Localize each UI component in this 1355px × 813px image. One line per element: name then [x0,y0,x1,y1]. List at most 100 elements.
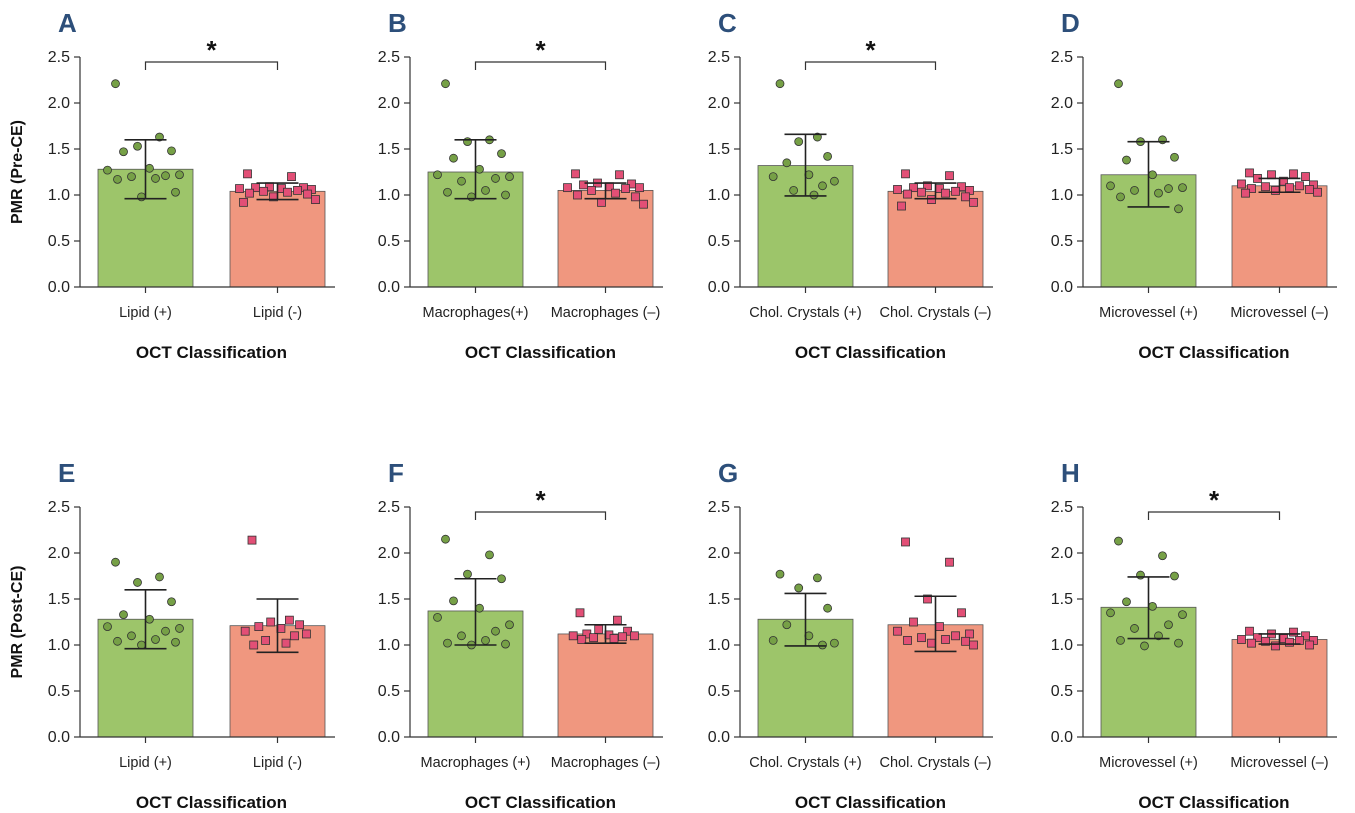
y-tick-label: 1.5 [1051,141,1073,158]
data-point-positive [485,550,494,560]
data-point-positive [175,170,184,180]
data-point-positive [1170,152,1179,162]
data-point-negative [249,640,259,650]
y-tick-label: 1.0 [708,187,730,204]
panel-letter: C [718,8,737,38]
y-axis-label: PMR (Post-CE) [9,566,26,679]
data-point-negative [945,171,954,181]
panel-letter: H [1061,458,1080,488]
y-tick-label: 1.0 [1051,637,1073,654]
data-point-negative [909,183,918,193]
bracket-line [804,61,937,70]
data-point-negative [1285,637,1294,647]
data-point-negative [575,608,585,618]
data-point-negative [1305,185,1314,194]
bar-negative [557,633,654,738]
data-point-positive [1154,188,1163,198]
data-point-positive [127,631,136,641]
data-point-negative [630,631,639,641]
data-point-negative [240,626,250,636]
data-point-positive [463,137,472,147]
data-point-negative [247,535,257,545]
data-point-negative [284,615,294,625]
data-point-negative [635,183,644,193]
data-point-positive [151,635,160,644]
data-point-positive [1158,135,1167,145]
category-label: Microvessel (–) [1230,305,1328,321]
data-point-positive [768,636,778,645]
data-point-negative [1247,184,1256,193]
data-point-positive [491,174,500,183]
y-tick-label: 2.0 [708,95,730,112]
data-point-positive [145,163,154,173]
bracket-line [474,511,607,520]
data-point-negative [1245,168,1254,178]
data-point-negative [613,615,622,625]
data-point-negative [917,187,926,197]
data-point-positive [467,192,476,202]
data-point-negative [923,594,932,604]
data-point-positive [133,578,142,587]
data-point-positive [449,596,458,606]
data-point-positive [775,79,785,89]
data-point-negative [1285,183,1294,193]
y-tick-label: 2.5 [1051,499,1073,516]
y-tick-label: 2.0 [48,545,70,562]
y-tick-label: 0.5 [378,683,400,700]
data-point-negative [611,188,620,198]
data-point-positive [501,190,510,200]
data-point-positive [497,574,506,584]
bracket-line [144,61,279,70]
data-point-negative [245,188,254,198]
data-point-negative [901,169,910,179]
data-point-negative [903,189,912,199]
y-tick-label: 0.0 [48,729,70,746]
category-label: Macrophages (–) [551,305,661,321]
data-point-positive [119,147,128,157]
x-axis-label: OCT Classification [1138,343,1289,362]
data-point-negative [301,629,311,639]
data-point-positive [137,640,146,650]
y-tick-label: 1.5 [1051,591,1073,608]
y-tick-label: 0.5 [708,683,730,700]
data-point-negative [1245,626,1254,636]
data-point-negative [965,629,974,639]
category-label: Chol. Crystals (–) [880,755,992,771]
data-point-positive [175,624,184,633]
data-point-negative [927,638,936,648]
y-tick-label: 2.5 [48,499,70,516]
data-point-negative [935,622,944,631]
data-point-positive [167,146,176,156]
category-label: Chol. Crystals (+) [749,305,861,321]
data-point-positive [113,636,122,646]
data-point-positive [501,639,510,649]
chart-panel-c: C 0.0 0.5 1.0 1.5 2.0 2.5 Chol. Crystals (+) Cho… [708,8,993,362]
data-point-negative [254,622,264,631]
y-tick-label: 2.0 [378,95,400,112]
bar-negative [1231,185,1328,288]
chart-panel-g: G 0.0 0.5 1.0 1.5 2.0 2.5 Chol. Crystals (+) Cho… [708,458,993,812]
data-point-positive [775,569,785,579]
y-tick-label: 1.5 [708,141,730,158]
significance-star: * [206,35,217,65]
category-label: Macrophages(+) [423,305,529,321]
y-tick-label: 2.0 [48,95,70,112]
data-point-negative [893,185,902,194]
data-point-positive [441,79,450,89]
y-tick-label: 0.0 [708,279,730,296]
y-tick-label: 1.5 [48,591,70,608]
data-point-negative [311,195,320,205]
data-point-positive [497,149,506,159]
data-point-positive [145,614,154,624]
data-point-negative [568,631,578,641]
data-point-negative [917,633,926,643]
data-point-negative [239,197,248,207]
data-point-positive [161,171,170,181]
panel-letter: B [388,8,407,38]
data-point-positive [113,174,122,184]
y-tick-label: 0.0 [1051,729,1073,746]
data-point-negative [969,197,978,207]
data-point-negative [897,201,906,211]
y-tick-label: 1.0 [48,637,70,654]
data-point-negative [623,626,632,636]
